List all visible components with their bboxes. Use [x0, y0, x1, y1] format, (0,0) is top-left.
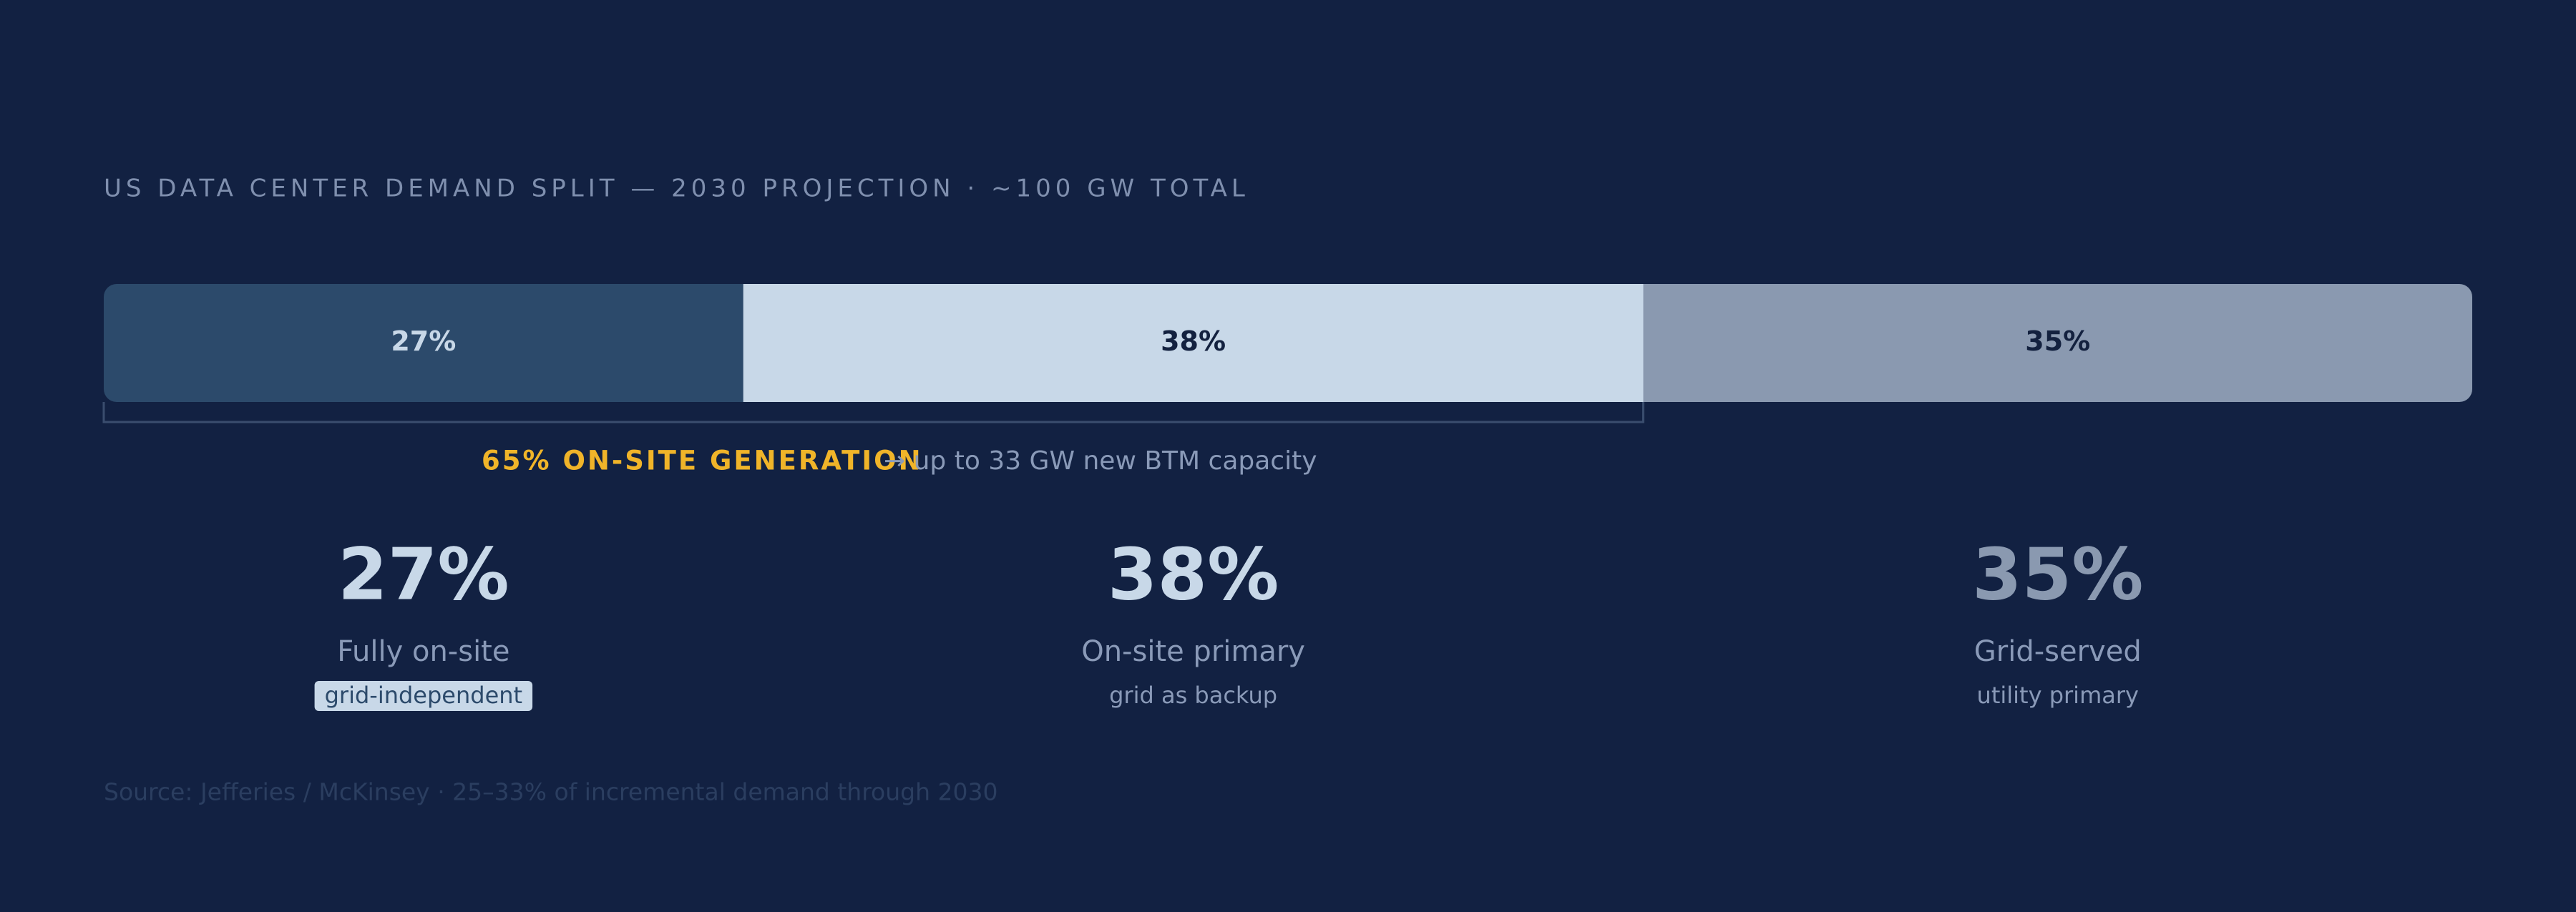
segment-label: 35% — [2025, 325, 2090, 357]
stacked-bar — [104, 284, 2472, 402]
source: Source: Jefferies / McKinsey · 25–33% of… — [104, 778, 997, 806]
segment-label: 27% — [391, 325, 456, 357]
segment-note: grid-independent — [325, 682, 523, 709]
note-badge — [314, 681, 533, 711]
bar-segment — [743, 284, 1644, 402]
annotation-detail: → up to 33 GW new BTM capacity — [884, 446, 1317, 476]
segment-label: 38% — [1161, 325, 1226, 357]
chart-title: US DATA CENTER DEMAND SPLIT — 2030 PROJE… — [104, 175, 1249, 203]
bar-segment — [104, 284, 743, 402]
segment-name: On-site primary — [1081, 635, 1305, 668]
segment-note: utility primary — [1977, 682, 2139, 709]
segment-name: Grid-served — [1974, 635, 2142, 668]
annotation-label: 65% ON-SITE GENERATION — [482, 446, 923, 476]
bar-segment — [1643, 284, 2472, 402]
segment-name: Fully on-site — [337, 635, 509, 668]
stat-value: 38% — [1108, 532, 1279, 616]
stat-value: 27% — [338, 532, 509, 616]
bracket — [102, 402, 1644, 423]
stat-value: 35% — [1972, 532, 2143, 616]
segment-note: grid as backup — [1109, 682, 1277, 709]
